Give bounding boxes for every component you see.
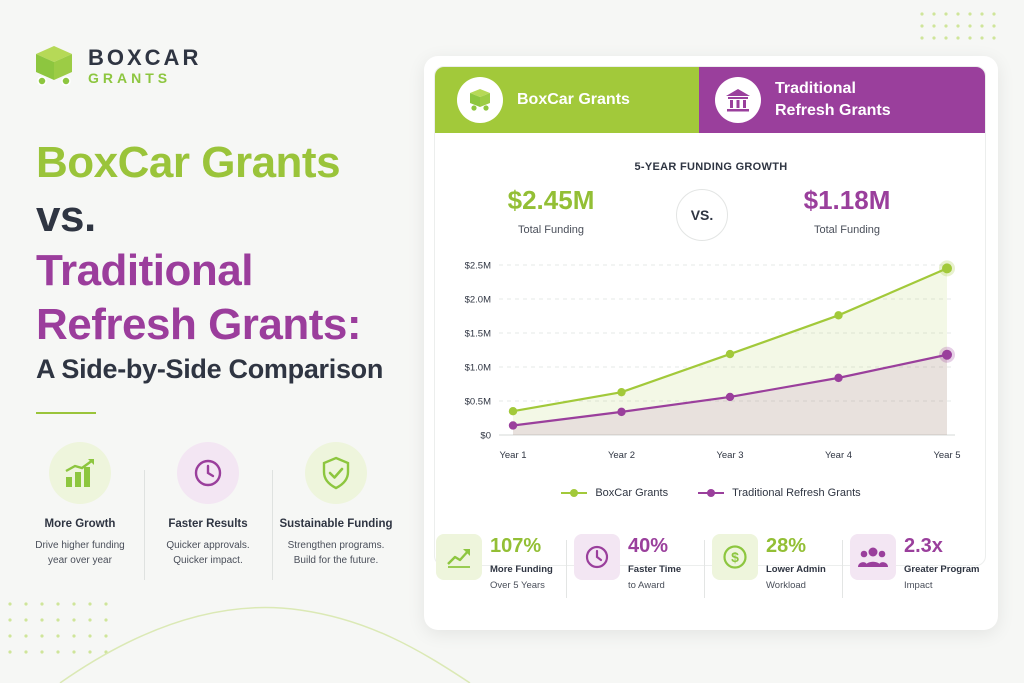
data-point xyxy=(508,421,518,430)
x-tick-label: Year 5 xyxy=(933,450,960,461)
headline-line-4: Refresh Grants: xyxy=(36,300,362,349)
feature-desc-line: year over year xyxy=(48,555,112,566)
headline-line-3: Traditional xyxy=(36,246,253,295)
vs-badge: VS. xyxy=(676,189,728,241)
data-point xyxy=(725,392,735,402)
y-tick-label: $1.5M xyxy=(465,329,491,340)
stat-title: More Funding xyxy=(490,564,553,575)
header-traditional: Traditional Refresh Grants xyxy=(699,67,985,133)
brand-sub: GRANTS xyxy=(88,70,172,86)
feature-title: Sustainable Funding xyxy=(279,518,393,530)
bar-growth-icon xyxy=(49,442,111,504)
headline-divider xyxy=(36,412,96,414)
data-point xyxy=(942,263,952,274)
brand-name: BOXCAR xyxy=(88,45,202,70)
people-icon xyxy=(850,534,896,580)
stat-title: Greater Program xyxy=(904,564,980,575)
chart-title: 5-YEAR FUNDING GROWTH xyxy=(634,161,788,173)
feature-desc: Drive higher funding year over year xyxy=(16,538,144,568)
total-traditional: $1.18M Total Funding xyxy=(757,185,937,236)
total-traditional-value: $1.18M xyxy=(803,185,891,215)
feature-more-growth: More Growth Drive higher funding year ov… xyxy=(16,442,144,568)
stat-title: Faster Time xyxy=(628,564,682,575)
header-boxcar-label: BoxCar Grants xyxy=(517,91,630,108)
total-traditional-label: Total Funding xyxy=(813,224,881,236)
feature-desc-line: Quicker approvals. xyxy=(166,540,250,551)
feature-list: More Growth Drive higher funding year ov… xyxy=(16,442,400,580)
trend-up-icon xyxy=(436,534,482,580)
legend-item-traditional: Traditional Refresh Grants xyxy=(698,487,861,499)
header-boxcar: BoxCar Grants xyxy=(435,67,699,133)
data-point xyxy=(834,373,843,383)
stat-value: 40% xyxy=(628,535,669,557)
legend-label: Traditional Refresh Grants xyxy=(732,487,861,499)
y-tick-label: $1.0M xyxy=(465,363,491,374)
stat-subtitle: Impact xyxy=(904,580,933,591)
stat-title: Lower Admin xyxy=(766,564,826,575)
data-point xyxy=(725,349,735,359)
feature-sustainable-funding: Sustainable Funding Strengthen programs.… xyxy=(272,442,400,580)
x-tick-label: Year 2 xyxy=(608,450,635,461)
svg-text:$: $ xyxy=(731,549,739,565)
feature-title: Faster Results xyxy=(168,518,248,530)
headline-line-2: vs. xyxy=(36,192,96,241)
data-point xyxy=(942,349,952,360)
feature-title: More Growth xyxy=(44,518,116,530)
stat-value: 107% xyxy=(490,535,542,557)
stat-value: 2.3x xyxy=(904,535,943,557)
legend-label: BoxCar Grants xyxy=(595,487,669,499)
headline-line-1: BoxCar Grants xyxy=(36,138,341,187)
stat-more-funding: 107% More Funding Over 5 Years xyxy=(434,534,572,606)
clock-icon xyxy=(574,534,620,580)
boxcar-truck-icon xyxy=(457,77,503,123)
total-boxcar: $2.45M Total Funding xyxy=(461,185,641,236)
stat-faster-time: 40% Faster Time to Award xyxy=(566,534,710,606)
feature-desc-line: Strengthen programs. xyxy=(287,540,385,551)
stat-subtitle: Over 5 Years xyxy=(490,580,545,591)
x-tick-label: Year 1 xyxy=(499,450,526,461)
stat-lower-admin: $ 28% Lower Admin Workload xyxy=(704,534,848,606)
feature-desc: Strengthen programs. Build for the futur… xyxy=(272,538,400,568)
clock-icon xyxy=(177,442,239,504)
total-boxcar-label: Total Funding xyxy=(517,224,585,236)
y-tick-label: $2.5M xyxy=(465,261,491,272)
stat-subtitle: Workload xyxy=(766,580,806,591)
header-traditional-label: Traditional Refresh Grants xyxy=(775,80,891,119)
x-tick-label: Year 3 xyxy=(716,450,743,461)
stat-value: 28% xyxy=(766,535,807,557)
data-point xyxy=(834,311,843,320)
feature-desc-line: Quicker impact. xyxy=(173,555,243,566)
chart-panel: BoxCar Grants Traditional Refresh Grants… xyxy=(434,66,986,566)
feature-desc: Quicker approvals. Quicker impact. xyxy=(144,538,272,568)
dollar-icon: $ xyxy=(712,534,758,580)
headline: BoxCar Grants vs. Traditional Refresh Gr… xyxy=(36,136,426,385)
bank-icon xyxy=(715,77,761,123)
stats-row: 107% More Funding Over 5 Years 40% Faste… xyxy=(434,534,986,606)
data-point xyxy=(617,387,626,397)
feature-desc-line: Drive higher funding xyxy=(35,540,125,551)
x-tick-label: Year 4 xyxy=(825,450,852,461)
boxcar-logo-icon xyxy=(36,46,72,86)
feature-desc-line: Build for the future. xyxy=(293,555,379,566)
y-tick-label: $0 xyxy=(480,431,491,442)
shield-check-icon xyxy=(305,442,367,504)
stat-subtitle: to Award xyxy=(628,580,665,591)
brand-logo[interactable]: BOXCAR GRANTS xyxy=(30,44,201,88)
comparison-card: BoxCar Grants Traditional Refresh Grants… xyxy=(424,56,998,630)
legend-item-boxcar: BoxCar Grants xyxy=(561,487,668,499)
funding-growth-chart: $0 $0.5M $1.0M $1.5M $2.0M $2.5M Year 1 Year 2 Y… xyxy=(465,260,961,461)
y-tick-label: $2.0M xyxy=(465,295,491,306)
stat-program-impact: 2.3x Greater Program Impact xyxy=(842,534,986,606)
total-boxcar-value: $2.45M xyxy=(507,185,595,215)
data-point xyxy=(508,407,518,416)
legend-marker-icon xyxy=(561,489,588,497)
legend-marker-icon xyxy=(698,489,725,497)
headline-subtitle: A Side-by-Side Comparison xyxy=(36,354,384,384)
chart-legend: BoxCar Grants Traditional Refresh Grants xyxy=(435,487,985,499)
data-point xyxy=(617,407,626,417)
y-tick-label: $0.5M xyxy=(465,397,491,408)
feature-faster-results: Faster Results Quicker approvals. Quicke… xyxy=(144,442,272,580)
